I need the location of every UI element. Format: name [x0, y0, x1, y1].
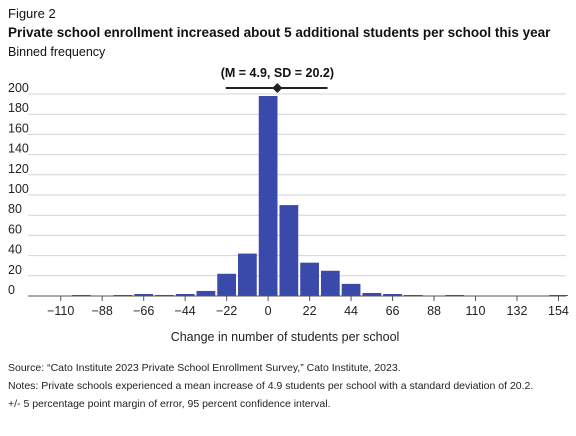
- histogram-bar: [175, 293, 195, 296]
- histogram-bar: [403, 294, 423, 296]
- notes-text: Notes: Private schools experienced a mea…: [8, 380, 534, 392]
- y-tick-label: 180: [8, 101, 29, 115]
- figure-label: Figure 2: [8, 6, 56, 21]
- y-tick-label: 0: [8, 283, 15, 297]
- source-note: Source: “Cato Institute 2023 Private Sch…: [8, 362, 401, 374]
- histogram-bar: [445, 294, 465, 296]
- histogram-bar: [341, 283, 361, 296]
- chart-subtitle: Binned frequency: [8, 45, 106, 59]
- histogram-bar: [279, 205, 299, 296]
- x-tick-label: 154: [548, 304, 569, 318]
- y-tick-label: 100: [8, 182, 29, 196]
- x-tick-label: −44: [175, 304, 196, 318]
- histogram-bar: [113, 294, 133, 296]
- histogram-bar: [362, 292, 382, 296]
- y-tick-label: 80: [8, 202, 22, 216]
- histogram-bar: [238, 253, 257, 296]
- y-tick-label: 160: [8, 121, 29, 135]
- x-tick-label: −66: [133, 304, 154, 318]
- histogram-bar: [320, 270, 340, 296]
- mean-sd-label: (M = 4.9, SD = 20.2): [221, 66, 334, 80]
- histogram-bar: [72, 294, 91, 296]
- bars: [72, 96, 568, 297]
- y-tick-label: 20: [8, 263, 22, 277]
- x-tick-label: 44: [344, 304, 358, 318]
- histogram-bar: [383, 293, 402, 296]
- x-tick-label: 110: [466, 304, 486, 318]
- chart-title: Private school enrollment increased abou…: [8, 25, 551, 40]
- x-tick-label: 132: [507, 304, 528, 318]
- y-tick-label: 200: [8, 81, 29, 95]
- x-tick-label: 0: [265, 304, 272, 318]
- x-tick-label: −110: [47, 304, 74, 318]
- histogram-bar: [300, 262, 319, 296]
- x-tick-label: 22: [303, 304, 317, 318]
- histogram-bar: [549, 294, 568, 296]
- x-axis-ticks: −110 −88 −66 −44 −22 0 22 44 66 88 110 132 154: [47, 296, 569, 318]
- histogram-bar: [196, 290, 216, 296]
- x-tick-label: −88: [92, 304, 113, 318]
- y-tick-label: 120: [8, 162, 29, 176]
- x-tick-label: 88: [427, 304, 441, 318]
- y-tick-label: 40: [8, 243, 22, 257]
- histogram-bar: [217, 273, 237, 296]
- y-tick-label: 140: [8, 142, 29, 156]
- x-axis-label: Change in number of students per school: [171, 330, 400, 344]
- mean-annotation: (M = 4.9, SD = 20.2): [221, 66, 334, 93]
- y-tick-label: 60: [8, 222, 22, 236]
- histogram-bar: [258, 96, 278, 297]
- x-tick-label: −22: [216, 304, 237, 318]
- histogram-chart: 0 20 40 60 80 100 120 140 160 180 200 −110 −88 −66 −4…: [8, 66, 569, 344]
- histogram-bar: [134, 293, 154, 296]
- x-tick-label: 66: [386, 304, 400, 318]
- y-axis-ticks: 0 20 40 60 80 100 120 140 160 180 200: [8, 81, 29, 297]
- mean-marker: [272, 83, 283, 93]
- margin-of-error-note: +/- 5 percentage point margin of error, …: [8, 398, 331, 410]
- histogram-bar: [155, 294, 174, 296]
